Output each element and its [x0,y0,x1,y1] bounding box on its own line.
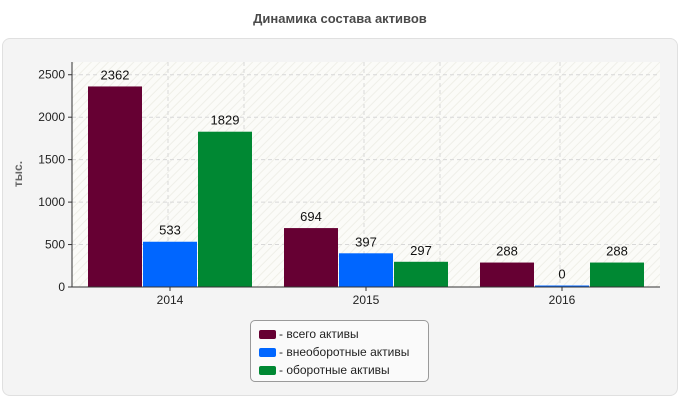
x-tick-label: 2016 [549,293,576,307]
data-label: 288 [496,244,518,259]
legend: - всего активы - внеоборотные активы - обо… [250,320,429,382]
legend-swatch [259,365,276,375]
x-tick-label: 2015 [353,293,380,307]
bar [480,262,534,287]
legend-label: - оборотные активы [279,363,390,377]
legend-swatch [259,347,276,357]
legend-swatch [259,329,276,339]
bar [535,285,589,287]
bar [590,262,644,287]
y-tick-label: 0 [58,280,65,294]
chart-title: Динамика состава активов [253,11,427,26]
data-label: 297 [410,243,432,258]
data-label: 533 [159,223,181,238]
bar [394,261,448,287]
data-label: 694 [300,209,322,224]
legend-label: - внеоборотные активы [279,345,410,359]
data-label: 1829 [211,113,240,128]
legend-item: - внеоборотные активы [259,343,428,361]
y-tick-label: 500 [45,238,65,252]
y-axis-label: тыс. [11,161,25,187]
bar [339,253,393,287]
legend-item: - оборотные активы [259,361,428,379]
bar [284,228,338,287]
data-label: 397 [355,234,377,249]
bar [88,86,142,288]
bar [143,241,197,287]
data-label: 0 [558,267,565,282]
x-tick-label: 2014 [157,293,184,307]
data-label: 2362 [101,67,130,82]
y-tick-label: 2500 [38,68,65,82]
data-label: 288 [606,244,628,259]
y-tick-label: 1000 [38,195,65,209]
bar [198,131,252,287]
y-tick-label: 1500 [38,153,65,167]
y-tick-label: 2000 [38,110,65,124]
legend-item: - всего активы [259,325,428,343]
legend-label: - всего активы [279,327,359,341]
